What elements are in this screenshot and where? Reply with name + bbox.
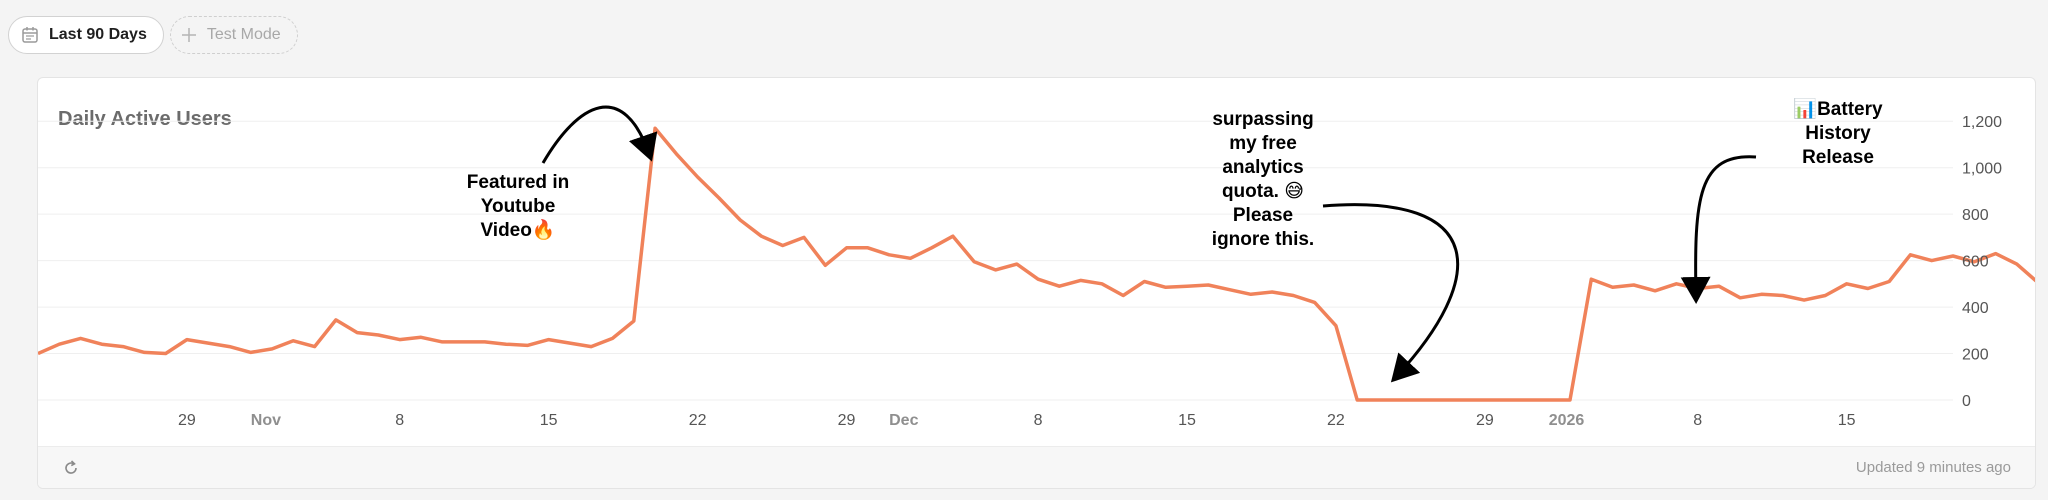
- x-tick-label: 8: [395, 412, 404, 429]
- test-mode-label: Test Mode: [206, 26, 281, 43]
- y-tick-label: 800: [1962, 207, 1989, 224]
- chart-title: Daily Active Users: [58, 108, 232, 130]
- x-tick-label: 29: [838, 412, 856, 429]
- dau-line-chart: 0 200 400 600 800 1,000 1,200 29 Nov 8 15 22 29 Dec 8 1…: [38, 105, 2035, 429]
- x-tick-month-label: Nov: [251, 412, 281, 429]
- y-tick-label: 1,200: [1962, 114, 2002, 131]
- card-footer: Updated 9 minutes ago: [38, 446, 2035, 488]
- toolbar: Last 90 Days Test Mode: [8, 16, 298, 54]
- battery-annotation-arrow: [1680, 155, 1757, 304]
- annotation-battery: 📊Battery History Release: [1793, 99, 1883, 168]
- plus-icon: [181, 27, 197, 43]
- x-tick-label: 29: [1476, 412, 1494, 429]
- annotation-youtube: Featured in Youtube Video🔥: [466, 172, 570, 241]
- annotation-quota: surpassing my free analytics quota. 😅 Pl…: [1211, 109, 1315, 250]
- x-tick-label: 22: [689, 412, 707, 429]
- x-tick-label: 15: [1838, 412, 1856, 429]
- y-tick-label: 200: [1962, 347, 1989, 364]
- refresh-icon[interactable]: [62, 459, 80, 482]
- dau-series-line: [38, 126, 2035, 402]
- x-tick-month-label: Dec: [889, 412, 918, 429]
- youtube-annotation-arrow: [541, 105, 658, 164]
- y-tick-label: 0: [1962, 393, 1971, 410]
- y-tick-label: 600: [1962, 254, 1989, 271]
- x-tick-label: 29: [178, 412, 196, 429]
- updated-timestamp: Updated 9 minutes ago: [1855, 459, 2011, 476]
- date-range-button[interactable]: Last 90 Days: [8, 16, 164, 54]
- x-tick-label: 8: [1034, 412, 1043, 429]
- x-tick-label: 15: [1178, 412, 1196, 429]
- y-tick-label: 1,000: [1962, 161, 2002, 178]
- calendar-icon: [21, 26, 39, 44]
- y-tick-label: 400: [1962, 300, 1989, 317]
- quota-annotation-arrow: [1322, 203, 1459, 383]
- date-range-label: Last 90 Days: [49, 26, 147, 43]
- test-mode-button[interactable]: Test Mode: [169, 16, 298, 54]
- x-tick-label: 8: [1693, 412, 1702, 429]
- x-tick-label: 22: [1327, 412, 1345, 429]
- dau-chart-card: Daily Active Users 0 200 400 600 800 1,000 1,2…: [37, 77, 2036, 489]
- x-tick-month-label: 2026: [1549, 412, 1585, 429]
- x-tick-label: 15: [540, 412, 558, 429]
